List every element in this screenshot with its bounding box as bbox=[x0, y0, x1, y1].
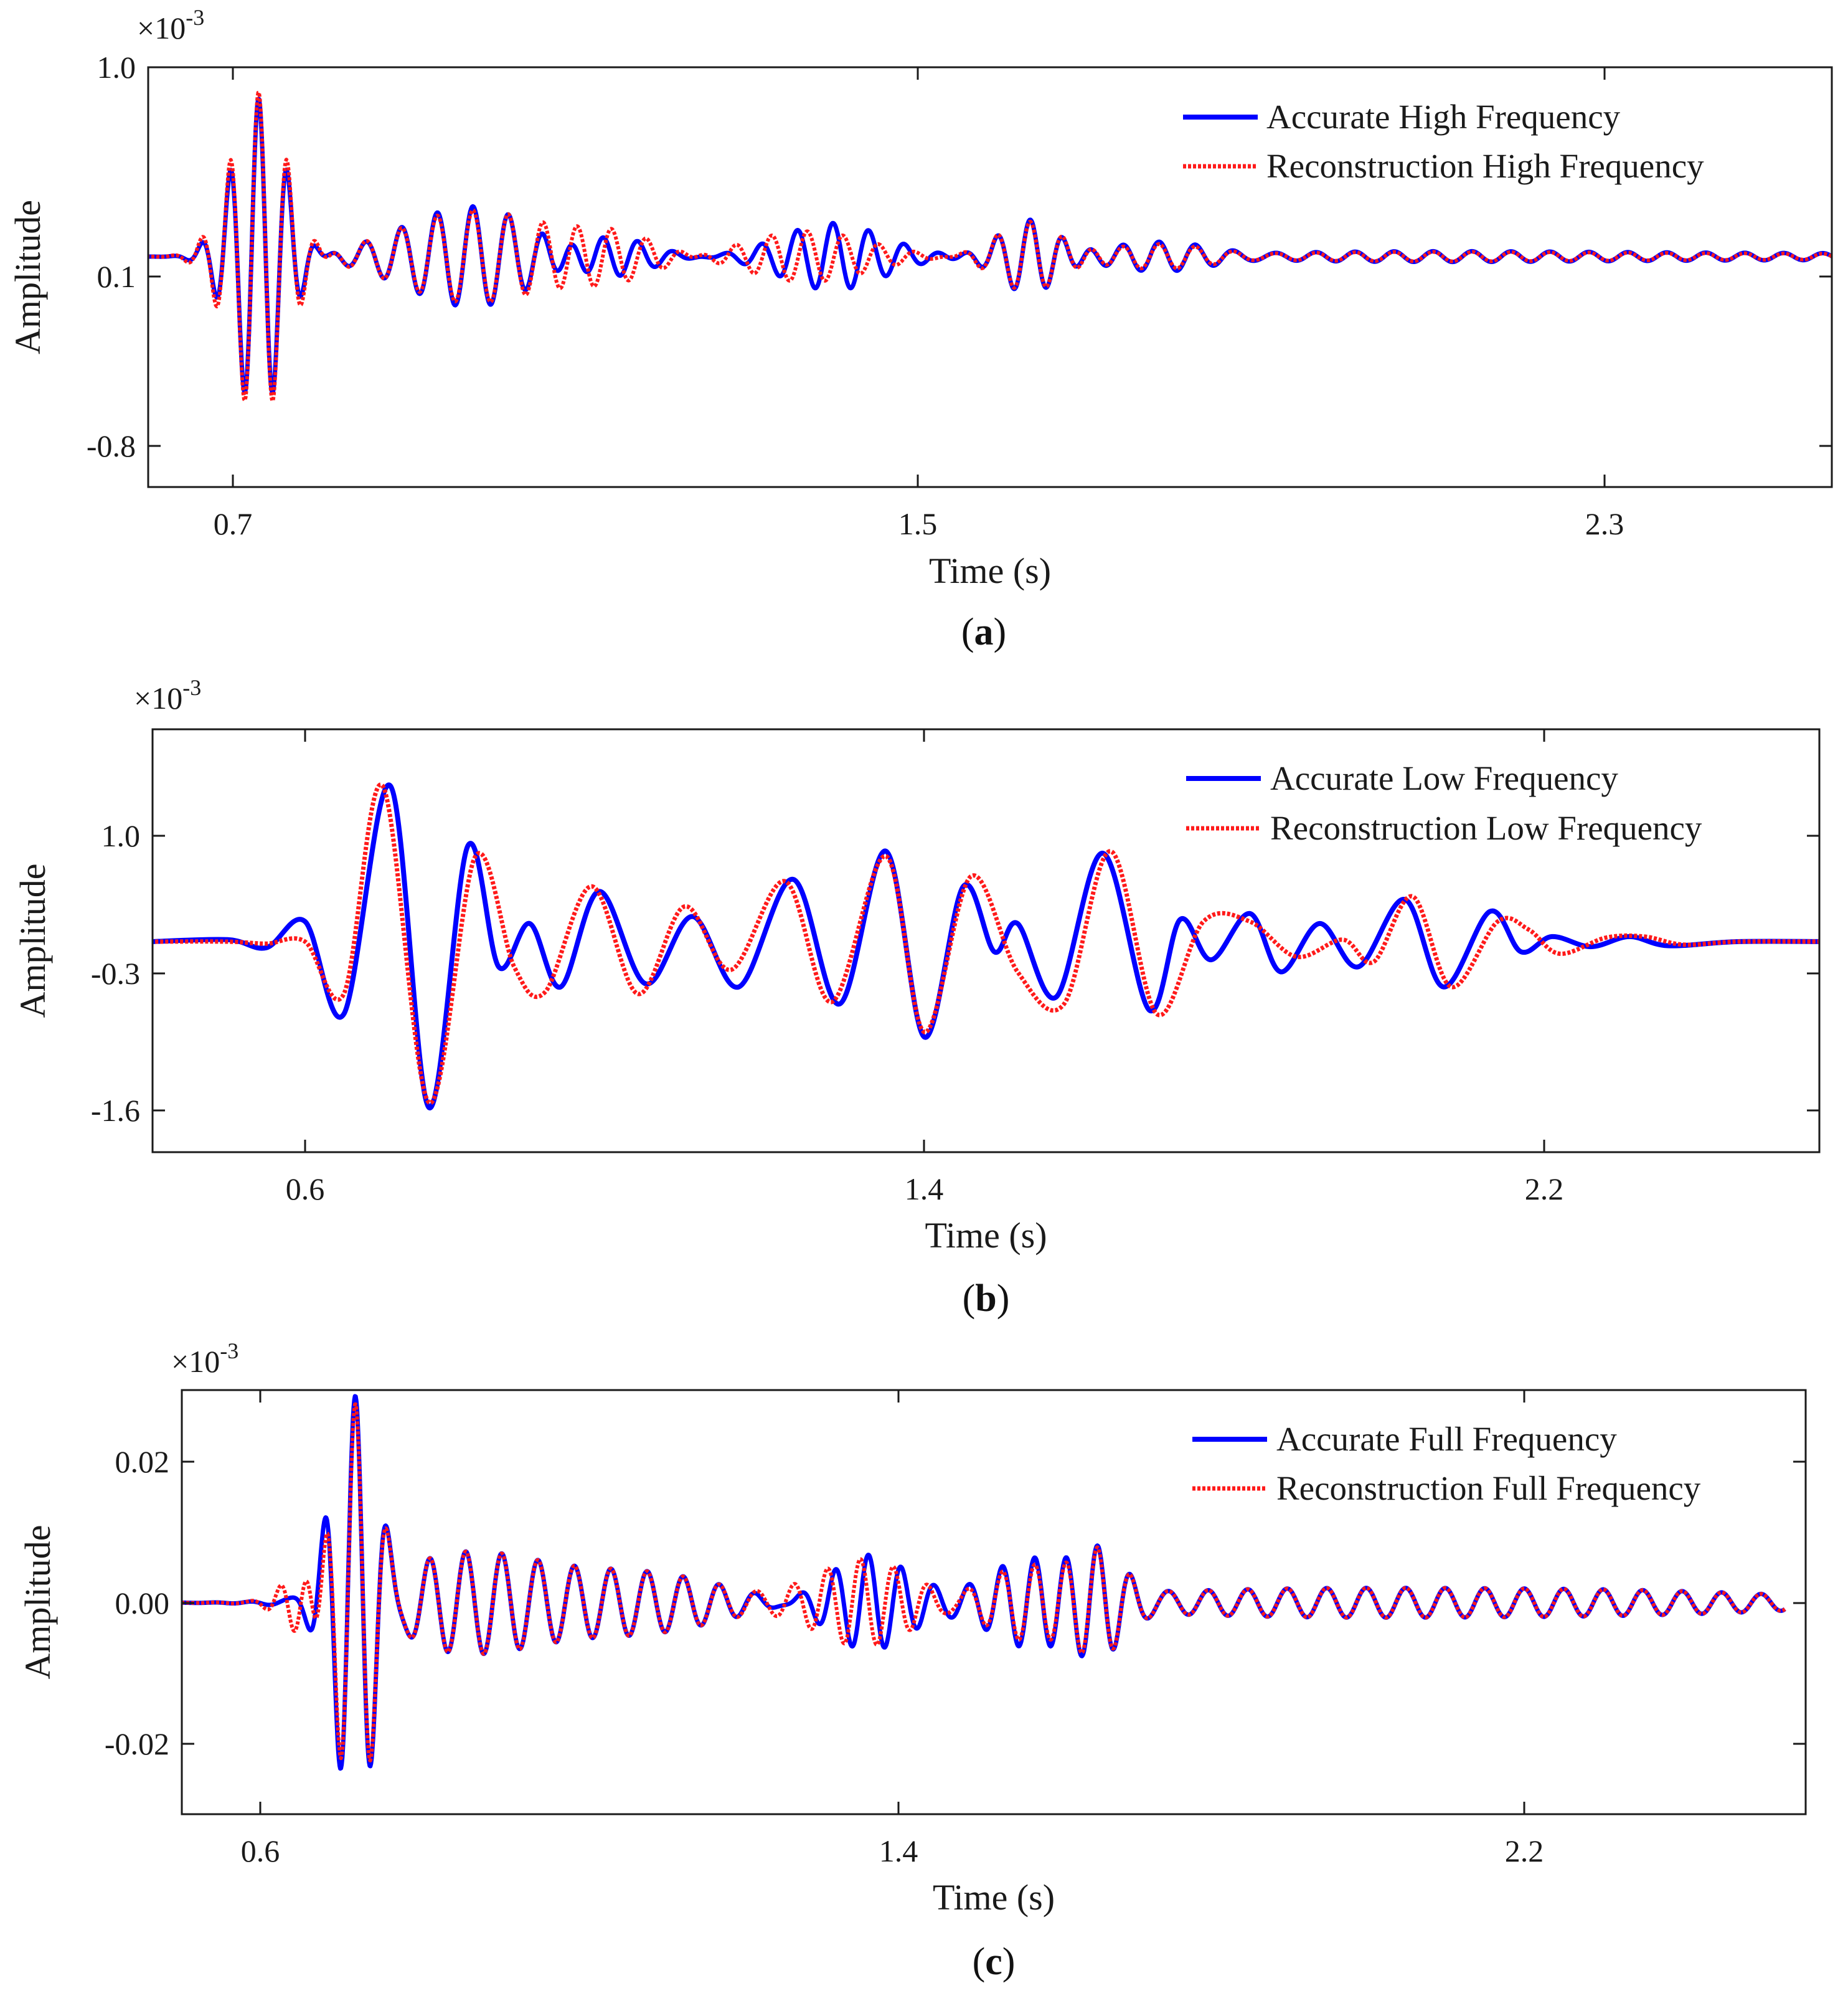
legend-entry: Reconstruction High Frequency bbox=[1266, 147, 1704, 185]
legend-entry: Accurate Full Frequency bbox=[1276, 1420, 1617, 1458]
series-group bbox=[182, 1394, 1787, 1771]
series-line-reconstruction bbox=[153, 782, 1819, 1105]
series-line-reconstruction bbox=[182, 1402, 1786, 1762]
y-exponent-label: ×10-3 bbox=[134, 675, 201, 716]
x-tick-label: 2.2 bbox=[1525, 1171, 1564, 1206]
series-group bbox=[153, 782, 1819, 1110]
x-tick-label: 1.4 bbox=[879, 1833, 918, 1868]
x-tick-label: 1.4 bbox=[905, 1171, 944, 1206]
panel-caption: (c) bbox=[973, 1941, 1016, 1983]
legend-entry: Accurate High Frequency bbox=[1266, 98, 1621, 136]
series-line-reconstruction bbox=[148, 90, 1832, 403]
y-tick-label: 0.00 bbox=[115, 1586, 170, 1620]
x-tick-label: 2.2 bbox=[1505, 1833, 1544, 1868]
x-tick-label: 2.3 bbox=[1585, 506, 1624, 541]
y-tick-label: 0.1 bbox=[97, 259, 136, 294]
legend-entry: Reconstruction Full Frequency bbox=[1276, 1469, 1701, 1507]
legend: Accurate Low Frequency Reconstruction Low… bbox=[1186, 759, 1702, 847]
x-tick-label: 0.7 bbox=[214, 506, 253, 541]
y-axis-label: Amplitude bbox=[12, 863, 53, 1018]
x-tick-label: 0.6 bbox=[241, 1833, 280, 1868]
series-group bbox=[148, 90, 1832, 403]
legend: Accurate Full Frequency Reconstruction Fu… bbox=[1192, 1420, 1701, 1507]
legend-entry: Accurate Low Frequency bbox=[1270, 759, 1618, 797]
series-line-accurate bbox=[148, 97, 1832, 395]
y-tick-label: -0.8 bbox=[87, 428, 136, 463]
y-tick-label: 1.0 bbox=[101, 818, 141, 853]
y-tick-label: 1.0 bbox=[97, 50, 136, 85]
panel-b: 0.6 1.4 2.2 -1.6 -0.3 1.0 ×10-3 Time (s) Amplitu… bbox=[12, 675, 1821, 1320]
y-exponent-label: ×10-3 bbox=[137, 5, 204, 45]
panel-a: 0.7 1.5 2.3 -0.8 0.1 1.0×10-3 Time (s) Amplitud… bbox=[7, 5, 1833, 653]
y-tick-label: -1.6 bbox=[91, 1093, 140, 1128]
x-axis-label: Time (s) bbox=[925, 1215, 1047, 1256]
panel-caption: (b) bbox=[963, 1277, 1010, 1320]
x-tick-label: 1.5 bbox=[898, 506, 938, 541]
y-axis-label: Amplitude bbox=[17, 1525, 58, 1679]
x-axis-label: Time (s) bbox=[929, 551, 1051, 591]
panel-c: 0.6 1.4 2.2 -0.02 0.00 0.02 ×10-3 Time (s) Ampli… bbox=[17, 1338, 1807, 1983]
x-axis-label: Time (s) bbox=[933, 1877, 1055, 1918]
y-tick-label: -0.02 bbox=[105, 1726, 169, 1761]
x-tick-label: 0.6 bbox=[286, 1171, 325, 1206]
y-tick-label: -0.3 bbox=[91, 956, 140, 991]
y-exponent-label: ×10-3 bbox=[171, 1338, 238, 1379]
y-tick-label: 0.02 bbox=[115, 1444, 170, 1479]
panel-caption: (a) bbox=[961, 611, 1006, 653]
y-axis-label: Amplitude bbox=[7, 200, 48, 354]
legend-entry: Reconstruction Low Frequency bbox=[1270, 809, 1702, 847]
legend: Accurate High Frequency Reconstruction Hi… bbox=[1183, 98, 1704, 185]
plot-frame bbox=[151, 728, 1821, 1153]
series-line-accurate bbox=[153, 782, 1819, 1110]
